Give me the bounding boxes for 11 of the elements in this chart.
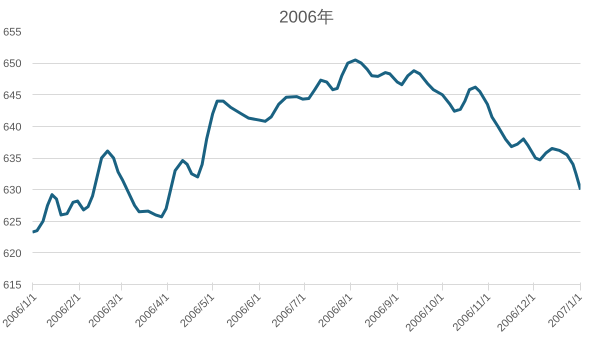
y-tick-label: 615 <box>3 280 22 292</box>
y-tick-label: 620 <box>3 248 22 260</box>
y-tick-label: 630 <box>3 184 22 197</box>
y-tick-label: 650 <box>3 58 22 70</box>
y-tick-label: 625 <box>3 216 22 228</box>
y-tick-label: 655 <box>3 26 22 38</box>
y-tick-label: 635 <box>3 153 22 165</box>
y-tick-label: 640 <box>3 121 22 134</box>
line-series <box>32 58 580 234</box>
chart-title: 2006年 <box>279 8 334 26</box>
y-tick-label: 645 <box>3 90 22 102</box>
